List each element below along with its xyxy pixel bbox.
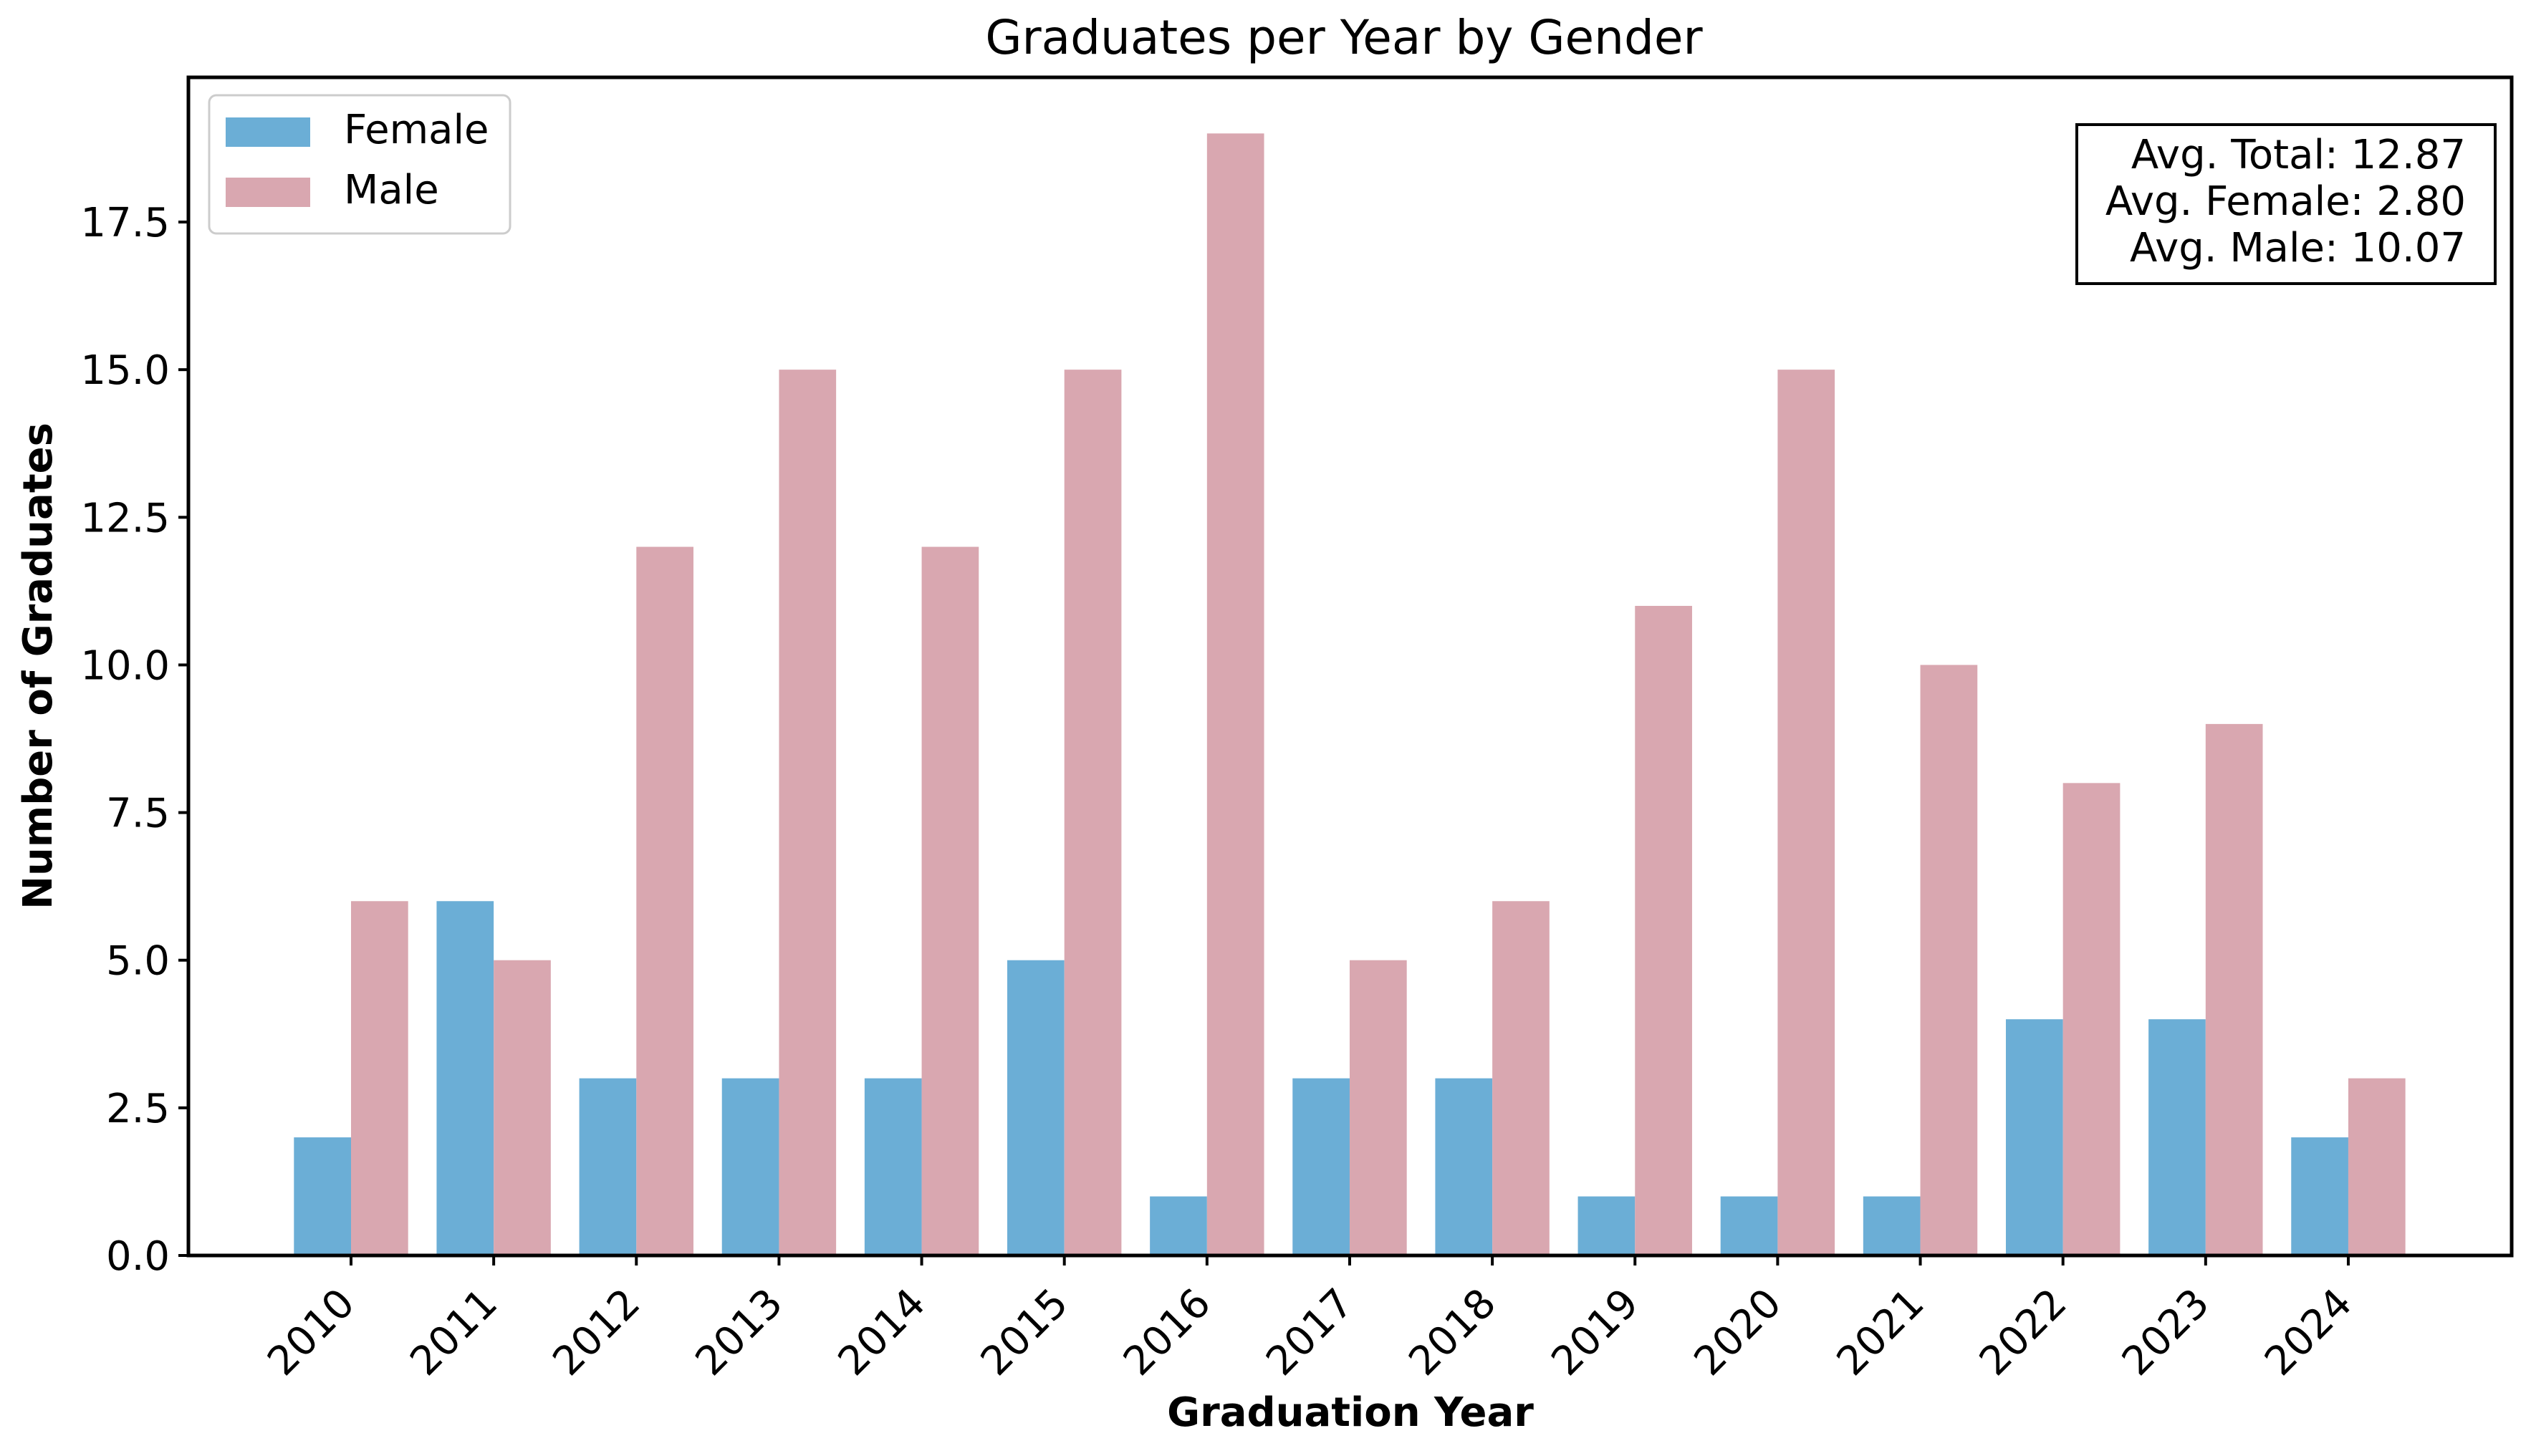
bar-female-2016 (1150, 1196, 1207, 1255)
bar-male-2023 (2205, 723, 2263, 1255)
x-tick-label: 2012 (544, 1280, 649, 1385)
bar-female-2010 (294, 1137, 351, 1255)
bar-female-2018 (1435, 1078, 1493, 1255)
y-tick-label: 7.5 (106, 791, 170, 837)
y-axis: 0.0 2.5 5.0 7.5 10.0 12.5 15.0 17.5 (80, 200, 188, 1280)
bar-female-2011 (436, 901, 494, 1255)
x-tick-label: 2019 (1542, 1280, 1648, 1385)
x-tick-label: 2020 (1686, 1280, 1791, 1385)
x-tick-label: 2016 (1115, 1280, 1220, 1385)
x-tick-label: 2018 (1400, 1280, 1505, 1385)
bar-male-2012 (636, 546, 693, 1255)
y-tick-label: 10.0 (80, 642, 170, 689)
bar-male-2014 (921, 546, 979, 1255)
bar-male-2013 (779, 370, 837, 1255)
legend-label-male: Male (344, 167, 439, 213)
x-tick-label: 2013 (687, 1280, 792, 1385)
bar-male-2017 (1349, 960, 1407, 1255)
x-tick-label: 2023 (2113, 1280, 2219, 1385)
x-tick-label: 2015 (972, 1280, 1077, 1385)
bar-female-2017 (1292, 1078, 1350, 1255)
x-tick-label: 2011 (401, 1280, 506, 1385)
x-tick-label: 2010 (259, 1280, 364, 1385)
bar-male-2024 (2348, 1078, 2406, 1255)
bar-female-2014 (864, 1078, 922, 1255)
y-tick-label: 17.5 (80, 200, 170, 246)
bar-female-2013 (721, 1078, 779, 1255)
bar-male-2011 (494, 960, 551, 1255)
bar-female-2012 (579, 1078, 637, 1255)
average-annotation: Avg. Total: 12.87 Avg. Female: 2.80 Avg.… (2075, 123, 2497, 285)
bar-female-2021 (1863, 1196, 1921, 1255)
bar-female-2022 (2005, 1019, 2063, 1255)
avg-male-text: Avg. Male: 10.07 (2130, 225, 2466, 271)
x-axis: 2010 2011 2012 2013 2014 2015 2016 2017 2018 2019… (259, 1255, 2361, 1385)
bar-female-2015 (1007, 960, 1065, 1255)
x-axis-label: Graduation Year (1167, 1389, 1534, 1436)
legend-swatch-male (226, 178, 310, 207)
y-axis-label: Number of Graduates (15, 423, 62, 910)
chart-title: Graduates per Year by Gender (985, 10, 1703, 65)
x-tick-label: 2022 (1971, 1280, 2076, 1385)
y-tick-label: 2.5 (106, 1086, 170, 1132)
bar-female-2024 (2291, 1137, 2348, 1255)
bar-female-2019 (1577, 1196, 1636, 1255)
bar-female-2023 (2148, 1019, 2206, 1255)
legend-label-female: Female (344, 107, 489, 153)
x-tick-label: 2021 (1828, 1280, 1934, 1385)
avg-total-text: Avg. Total: 12.87 (2131, 132, 2466, 178)
bar-male-2018 (1492, 901, 1550, 1255)
annotation-box (2075, 123, 2497, 285)
x-tick-label: 2017 (1257, 1280, 1363, 1385)
bar-male-2015 (1064, 370, 1122, 1255)
bar-male-2020 (1777, 370, 1835, 1255)
bar-male-2010 (351, 901, 408, 1255)
x-tick-label: 2014 (830, 1280, 935, 1385)
y-tick-label: 0.0 (106, 1233, 170, 1280)
y-tick-label: 12.5 (80, 495, 170, 541)
bar-male-2019 (1635, 605, 1692, 1255)
bar-female-2020 (1720, 1196, 1778, 1255)
avg-female-text: Avg. Female: 2.80 (2105, 178, 2466, 225)
bars-layer (294, 133, 2406, 1255)
legend: Female Male (208, 94, 512, 235)
plot-frame (186, 75, 2514, 1258)
y-tick-label: 5.0 (106, 938, 170, 985)
x-tick-label: 2024 (2256, 1280, 2361, 1385)
legend-swatch-female (226, 117, 310, 147)
y-tick-label: 15.0 (80, 347, 170, 394)
bar-male-2016 (1206, 133, 1264, 1255)
bar-male-2022 (2062, 783, 2121, 1255)
bar-male-2021 (1920, 665, 1978, 1255)
